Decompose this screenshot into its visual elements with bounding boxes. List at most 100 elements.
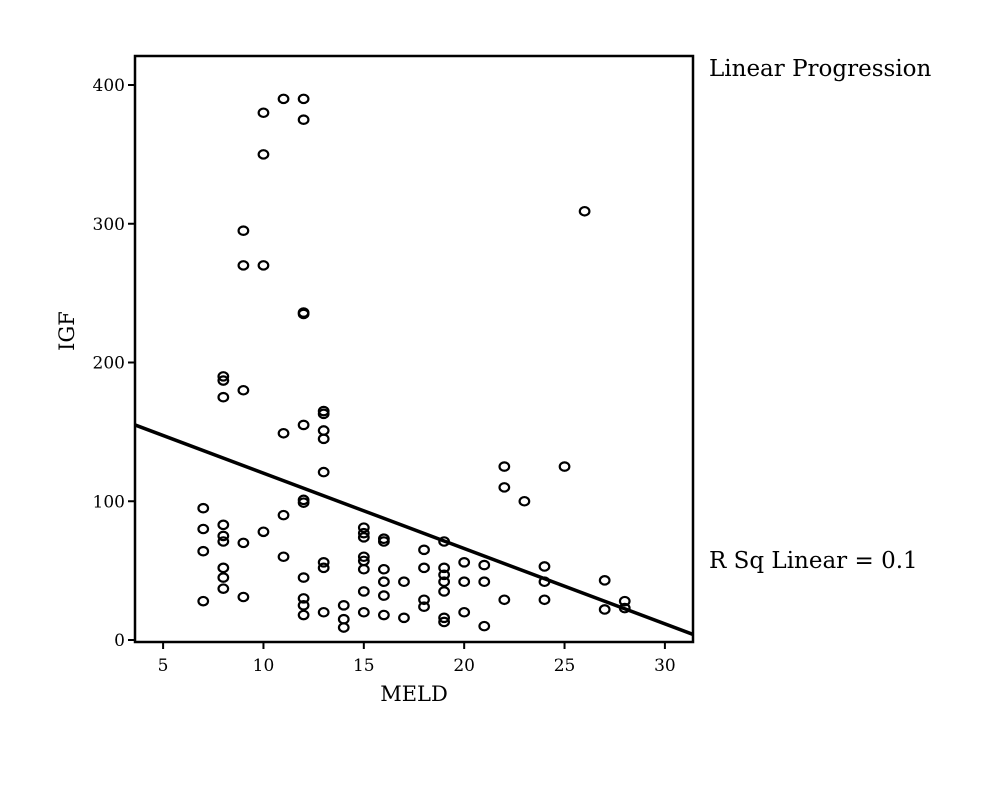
data-point xyxy=(498,461,511,472)
data-point xyxy=(197,502,210,514)
y-tick-label: 200 xyxy=(93,354,125,374)
data-point xyxy=(217,375,230,386)
data-point xyxy=(197,595,210,607)
data-point xyxy=(317,466,330,478)
data-point xyxy=(317,408,330,420)
data-point xyxy=(297,93,310,105)
data-point xyxy=(297,308,310,320)
data-point xyxy=(438,586,451,597)
data-point xyxy=(317,562,330,574)
data-point xyxy=(337,622,350,633)
data-point xyxy=(398,576,410,588)
data-point xyxy=(377,609,390,621)
data-point xyxy=(438,612,451,624)
x-tick-label: 10 xyxy=(253,656,275,676)
data-point xyxy=(498,594,511,606)
y-tick-label: 300 xyxy=(93,215,125,235)
x-tick-label: 15 xyxy=(353,656,375,676)
data-point xyxy=(237,384,250,396)
data-point xyxy=(317,606,330,618)
data-point xyxy=(598,575,611,586)
fit-title-label: Linear Progression xyxy=(709,56,932,82)
data-point xyxy=(257,526,270,538)
data-point xyxy=(458,576,471,588)
data-point xyxy=(337,600,350,611)
data-point xyxy=(257,149,270,160)
y-axis-label: IGF xyxy=(55,311,79,351)
plot-frame xyxy=(133,54,695,644)
data-point xyxy=(237,225,250,236)
data-point xyxy=(357,527,370,539)
data-point xyxy=(317,425,330,436)
data-point xyxy=(438,616,451,628)
data-point xyxy=(217,562,230,574)
data-point xyxy=(217,371,230,382)
data-point xyxy=(257,107,270,119)
data-point xyxy=(458,606,471,618)
data-point xyxy=(217,572,230,583)
data-point xyxy=(538,561,551,572)
data-point xyxy=(197,523,210,535)
data-point xyxy=(357,586,370,597)
x-tick-label: 20 xyxy=(453,656,475,676)
data-point xyxy=(418,544,430,556)
data-point xyxy=(237,260,250,271)
data-point xyxy=(197,545,210,557)
data-point xyxy=(418,601,430,612)
data-point xyxy=(257,260,270,271)
data-point xyxy=(277,551,290,563)
x-axis: 5 10 15 20 25 30 xyxy=(158,642,676,676)
data-point xyxy=(297,114,310,125)
y-tick-label: 400 xyxy=(93,76,125,96)
data-point xyxy=(357,606,370,618)
data-point xyxy=(297,572,310,583)
y-tick-label: 100 xyxy=(93,492,125,512)
data-point xyxy=(418,594,430,606)
r-squared-label: R Sq Linear = 0.1 xyxy=(709,548,918,574)
data-point xyxy=(297,497,310,508)
data-point xyxy=(598,604,611,615)
data-point xyxy=(277,93,290,105)
data-point xyxy=(377,563,390,575)
data-point xyxy=(237,537,250,549)
data-point xyxy=(357,532,370,543)
data-point xyxy=(458,556,471,568)
y-tick-label: 0 xyxy=(114,631,125,651)
data-point xyxy=(357,522,370,533)
data-point xyxy=(618,595,631,607)
data-point xyxy=(297,600,310,611)
data-point xyxy=(237,591,250,603)
data-point xyxy=(478,559,491,571)
data-point xyxy=(357,551,370,563)
data-point xyxy=(578,205,591,217)
y-axis: 0 100 200 300 400 xyxy=(93,76,135,651)
data-point xyxy=(217,391,230,403)
data-point xyxy=(217,519,230,531)
data-point xyxy=(478,620,491,632)
data-point xyxy=(438,569,451,581)
data-point xyxy=(317,556,330,568)
data-point xyxy=(277,427,290,439)
data-point xyxy=(558,461,571,472)
data-point xyxy=(538,594,551,606)
data-point xyxy=(478,576,491,588)
data-point xyxy=(438,576,451,588)
data-point xyxy=(357,563,370,575)
data-point xyxy=(217,530,230,542)
data-point xyxy=(377,536,390,547)
data-points xyxy=(197,93,631,633)
data-point xyxy=(297,609,310,621)
data-point xyxy=(438,562,451,574)
data-point xyxy=(297,593,310,604)
data-point xyxy=(398,612,410,624)
data-point xyxy=(337,613,350,625)
x-tick-label: 25 xyxy=(554,656,576,676)
x-tick-label: 30 xyxy=(654,656,676,676)
data-point xyxy=(277,509,290,521)
fit-line xyxy=(134,423,694,637)
data-point xyxy=(377,590,390,601)
data-point xyxy=(217,583,230,594)
data-point xyxy=(418,562,430,574)
data-point xyxy=(317,433,330,445)
